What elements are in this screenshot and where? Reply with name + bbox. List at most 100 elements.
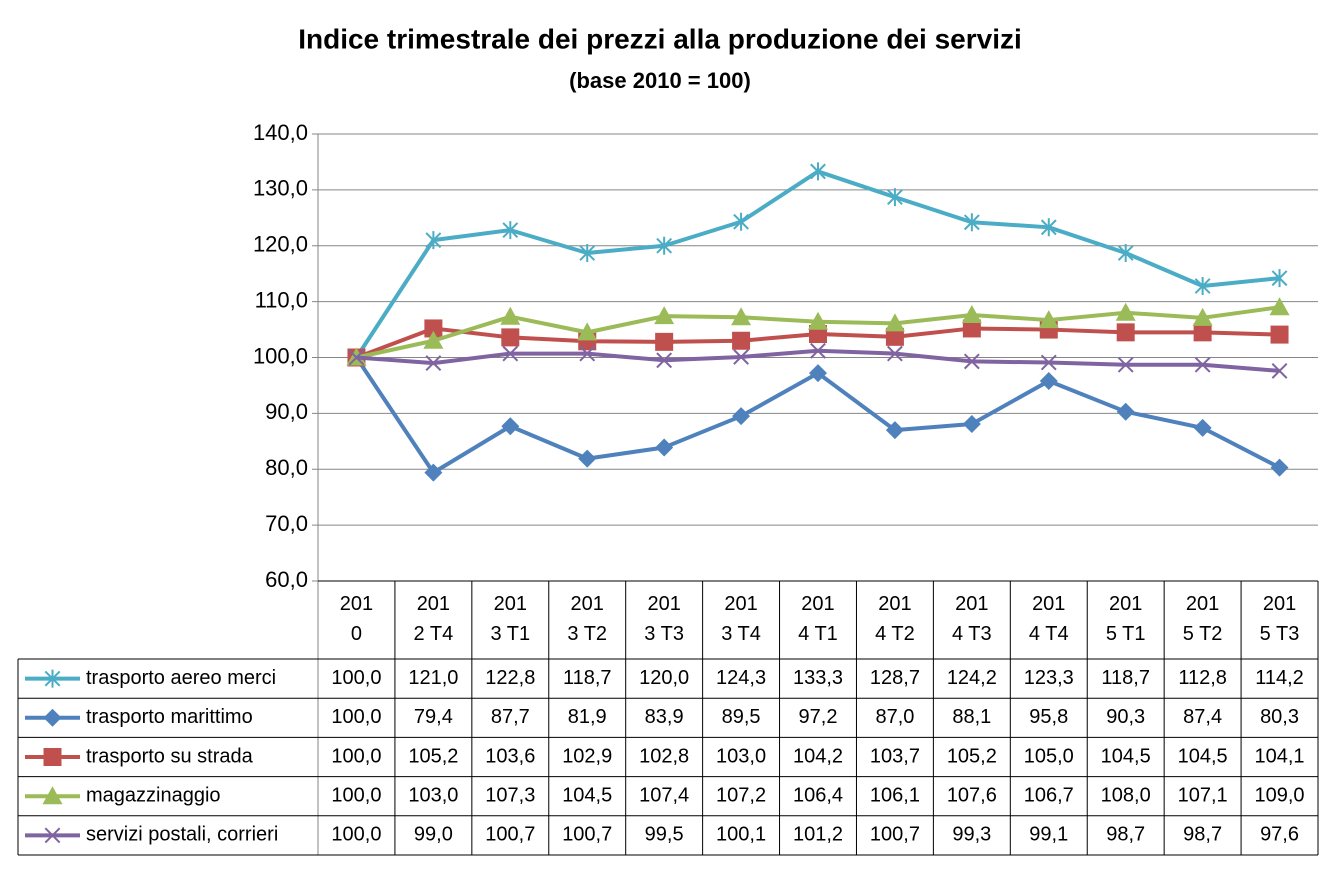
table-value: 100,0 (331, 667, 381, 689)
table-value: 87,4 (1183, 706, 1222, 728)
series (44, 162, 1288, 688)
table-value: 79,4 (414, 706, 453, 728)
x-tick-label: 2013 T1 (490, 593, 531, 645)
table-value: 107,4 (639, 784, 689, 806)
table-value: 90,3 (1106, 706, 1145, 728)
x-tick-cell: 2013 T1 (490, 593, 531, 645)
x-tick-cell: 2015 T3 (1259, 593, 1300, 645)
y-tick-label: 70,0 (265, 511, 308, 536)
x-tick-cell: 2013 T3 (644, 593, 684, 645)
table-value: 104,2 (793, 745, 843, 767)
table-value: 123,3 (1024, 667, 1074, 689)
table-value: 104,1 (1255, 745, 1305, 767)
x-tick-cell: 2013 T4 (721, 593, 761, 645)
table-value: 98,7 (1106, 824, 1145, 846)
table-value: 124,3 (716, 667, 766, 689)
table-value: 99,5 (645, 824, 684, 846)
table-value: 103,0 (716, 745, 766, 767)
table-value: 102,8 (639, 745, 689, 767)
x-tick-cell: 2012 T4 (413, 593, 454, 645)
marker (1271, 269, 1288, 288)
table-value: 107,3 (485, 784, 535, 806)
table-value: 100,0 (331, 706, 381, 728)
chart-title: Indice trimestrale dei prezzi alla produ… (298, 23, 1022, 54)
marker (425, 231, 442, 250)
table-value: 100,0 (331, 745, 381, 767)
marker (655, 332, 674, 351)
marker (1040, 354, 1057, 371)
series (44, 342, 1288, 844)
marker (578, 449, 597, 468)
marker (1115, 302, 1136, 321)
table-value: 104,5 (1178, 745, 1228, 767)
x-tick-label: 2013 T2 (567, 593, 608, 645)
table-value: 100,0 (331, 824, 381, 846)
marker (1194, 356, 1211, 373)
table-value: 80,3 (1260, 706, 1299, 728)
marker (887, 188, 903, 207)
x-tick-label: 2015 T1 (1105, 593, 1146, 645)
x-tick-label: 2012 T4 (413, 593, 454, 645)
series (43, 319, 1289, 766)
marker (1270, 458, 1289, 477)
table-value: 99,1 (1029, 824, 1068, 846)
y-tick-label: 60,0 (265, 567, 308, 592)
x-tick-cell: 2015 T2 (1182, 593, 1223, 645)
x-tick-cell: 2013 T2 (567, 593, 608, 645)
y-tick-label: 90,0 (265, 399, 308, 424)
y-tick-label: 130,0 (253, 176, 308, 201)
table-value: 112,8 (1178, 667, 1227, 689)
marker (1270, 325, 1289, 344)
table-value: 124,2 (947, 667, 997, 689)
marker (1193, 323, 1212, 342)
marker (733, 349, 749, 365)
table-value: 103,7 (870, 745, 920, 767)
marker (654, 306, 675, 325)
x-tick-cell: 2014 T2 (875, 593, 915, 645)
table-value: 120,0 (639, 667, 689, 689)
table-value: 99,3 (952, 824, 991, 846)
table-value: 81,9 (568, 706, 607, 728)
table-value: 103,6 (485, 745, 535, 767)
legend-label: trasporto marittimo (86, 706, 253, 728)
table-value: 100,0 (331, 784, 381, 806)
table-value: 107,6 (947, 784, 997, 806)
marker (962, 319, 981, 338)
x-tick-label: 2013 T4 (721, 593, 761, 645)
x-tick-cell: 2014 T3 (952, 593, 992, 645)
table-value: 106,7 (1024, 784, 1074, 806)
table-value: 87,0 (875, 706, 914, 728)
table-value: 107,2 (716, 784, 766, 806)
x-tick-label: 2015 T3 (1259, 593, 1300, 645)
marker (963, 353, 980, 370)
marker (501, 417, 520, 436)
x-tick-label: 2014 T1 (798, 593, 838, 645)
table-value: 105,2 (947, 745, 997, 767)
y-tick-label: 120,0 (253, 232, 308, 257)
table-value: 97,6 (1260, 824, 1299, 846)
marker (500, 306, 521, 325)
marker (348, 349, 365, 366)
chart-subtitle: (base 2010 = 100) (569, 68, 751, 93)
marker (732, 407, 751, 426)
table-value: 103,0 (408, 784, 458, 806)
marker (502, 345, 519, 362)
marker (808, 311, 828, 330)
marker (962, 414, 981, 433)
x-tick-label: 2015 T2 (1182, 593, 1223, 645)
table-value: 89,5 (722, 706, 761, 728)
marker (579, 345, 596, 362)
marker (885, 327, 904, 346)
legend-label: trasporto aereo merci (86, 667, 276, 689)
table-value: 100,7 (485, 824, 535, 846)
marker (501, 328, 520, 347)
x-tick-cell: 2014 T4 (1029, 593, 1069, 645)
y-tick-label: 110,0 (255, 287, 308, 312)
table-value: 83,9 (645, 706, 684, 728)
table-value: 106,4 (793, 784, 843, 806)
marker (733, 212, 749, 231)
marker (810, 342, 826, 359)
x-tick-label: 2014 T2 (875, 593, 915, 645)
y-tick-label: 140,0 (253, 120, 308, 145)
